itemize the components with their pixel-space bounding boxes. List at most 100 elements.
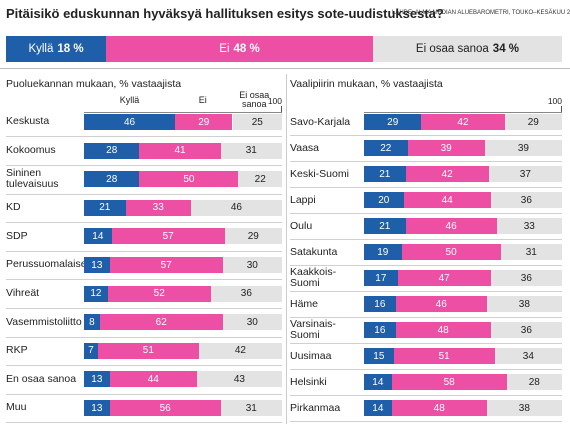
value-label: 50 <box>183 173 195 185</box>
value-label: 51 <box>438 350 450 362</box>
bar <box>222 257 282 273</box>
axis-line <box>364 112 562 113</box>
bar <box>107 285 211 302</box>
value-label: 21 <box>379 220 391 232</box>
category-label: Oulu <box>290 219 313 232</box>
row-divider <box>290 291 562 292</box>
bar <box>224 228 282 245</box>
value-label: 47 <box>438 272 450 284</box>
row-divider <box>290 343 562 344</box>
category-label: Häme <box>290 297 319 310</box>
category-label: Uusimaa <box>290 349 332 362</box>
value-label: 17 <box>375 272 387 284</box>
value-label: 14 <box>372 402 384 414</box>
value-label: 16 <box>374 298 386 310</box>
category-label: Vihreät <box>6 287 40 300</box>
category-label: Kokoomus <box>6 144 56 157</box>
bar <box>488 166 562 182</box>
bar <box>84 199 126 216</box>
value-label: 51 <box>142 345 154 357</box>
bar <box>109 257 223 273</box>
value-label: 8 <box>89 316 95 328</box>
category-label: Vaasa <box>290 141 319 154</box>
bar <box>490 270 562 286</box>
legend-label: Ei <box>219 43 230 55</box>
value-label: 46 <box>123 116 136 128</box>
legend-label: Kyllä <box>119 94 140 105</box>
bar <box>220 400 282 416</box>
bar <box>395 322 491 338</box>
row-divider <box>290 135 562 136</box>
legend-label: Ei osaa sanoa <box>239 90 270 109</box>
value-label: 33 <box>152 202 164 214</box>
bar <box>111 228 225 245</box>
bar <box>84 257 110 273</box>
bar <box>109 400 221 416</box>
bar <box>496 218 562 234</box>
value-label: 28 <box>106 173 118 185</box>
row-divider <box>6 279 282 281</box>
value-label: 37 <box>519 168 531 180</box>
tick-mark <box>561 106 562 112</box>
bar <box>391 400 487 416</box>
bar <box>84 142 140 159</box>
bar <box>364 244 402 260</box>
value-label: 43 <box>233 373 245 385</box>
value-label: 31 <box>245 402 257 414</box>
bar <box>238 171 282 188</box>
value-label: 46 <box>230 202 242 214</box>
bar <box>486 400 562 416</box>
bar: Ei osaa sanoa 34 % <box>372 36 562 62</box>
row-divider <box>6 193 282 195</box>
bar <box>364 192 404 208</box>
value-label: 48 <box>437 324 449 336</box>
bar <box>405 166 489 182</box>
value-label: 57 <box>162 230 174 242</box>
bar <box>403 192 491 208</box>
bar <box>139 171 239 188</box>
row-divider <box>290 317 562 318</box>
divider <box>286 74 287 424</box>
bar <box>84 342 98 359</box>
value-label: 38 <box>518 402 530 414</box>
value-label: 28 <box>528 376 540 388</box>
bar <box>84 314 100 331</box>
category-label: Savo-Karjala <box>290 115 351 128</box>
category-label: Perussuomalaiset <box>6 258 90 271</box>
category-label: Pirkanmaa <box>290 401 341 414</box>
source: LÄHDE: ALMA MEDIAN ALUEBAROMETRI, TOUKO–… <box>392 10 570 16</box>
bar: Ei 48 % <box>106 36 373 62</box>
value-label: 21 <box>99 202 111 214</box>
category-label: Sininen tulevaisuus <box>6 167 59 191</box>
bar <box>490 322 562 338</box>
value-label: 21 <box>379 168 391 180</box>
bar: Kyllä 18 % <box>6 36 107 62</box>
bar <box>84 285 108 302</box>
bar <box>401 244 501 260</box>
value-label: 13 <box>91 402 103 414</box>
bar <box>222 314 282 331</box>
panel-title: Vaalipiirin mukaan, % vastaajista <box>290 78 443 90</box>
x-tick-label: 100 <box>547 96 562 106</box>
category-label: Vasemmistoliitto <box>6 315 82 328</box>
value-label: 57 <box>160 259 172 271</box>
bar <box>210 285 282 302</box>
bar <box>504 114 562 130</box>
bar <box>490 192 562 208</box>
value-label: 16 <box>374 324 386 336</box>
bar <box>125 199 191 216</box>
axis-line <box>84 112 282 113</box>
row-divider <box>6 365 282 367</box>
bar <box>84 114 176 130</box>
bar <box>484 140 562 156</box>
value-label: 7 <box>88 345 94 357</box>
value-label: 36 <box>240 288 252 300</box>
value-label: 28 <box>106 145 118 157</box>
legend-label: Kyllä <box>28 43 54 55</box>
chart-title: Pitäisikö eduskunnan hyväksyä hallitukse… <box>6 6 444 21</box>
value-label: 20 <box>378 194 390 206</box>
bar <box>364 374 392 390</box>
category-label: SDP <box>6 229 28 242</box>
category-label: KD <box>6 201 21 214</box>
bar <box>364 114 422 130</box>
